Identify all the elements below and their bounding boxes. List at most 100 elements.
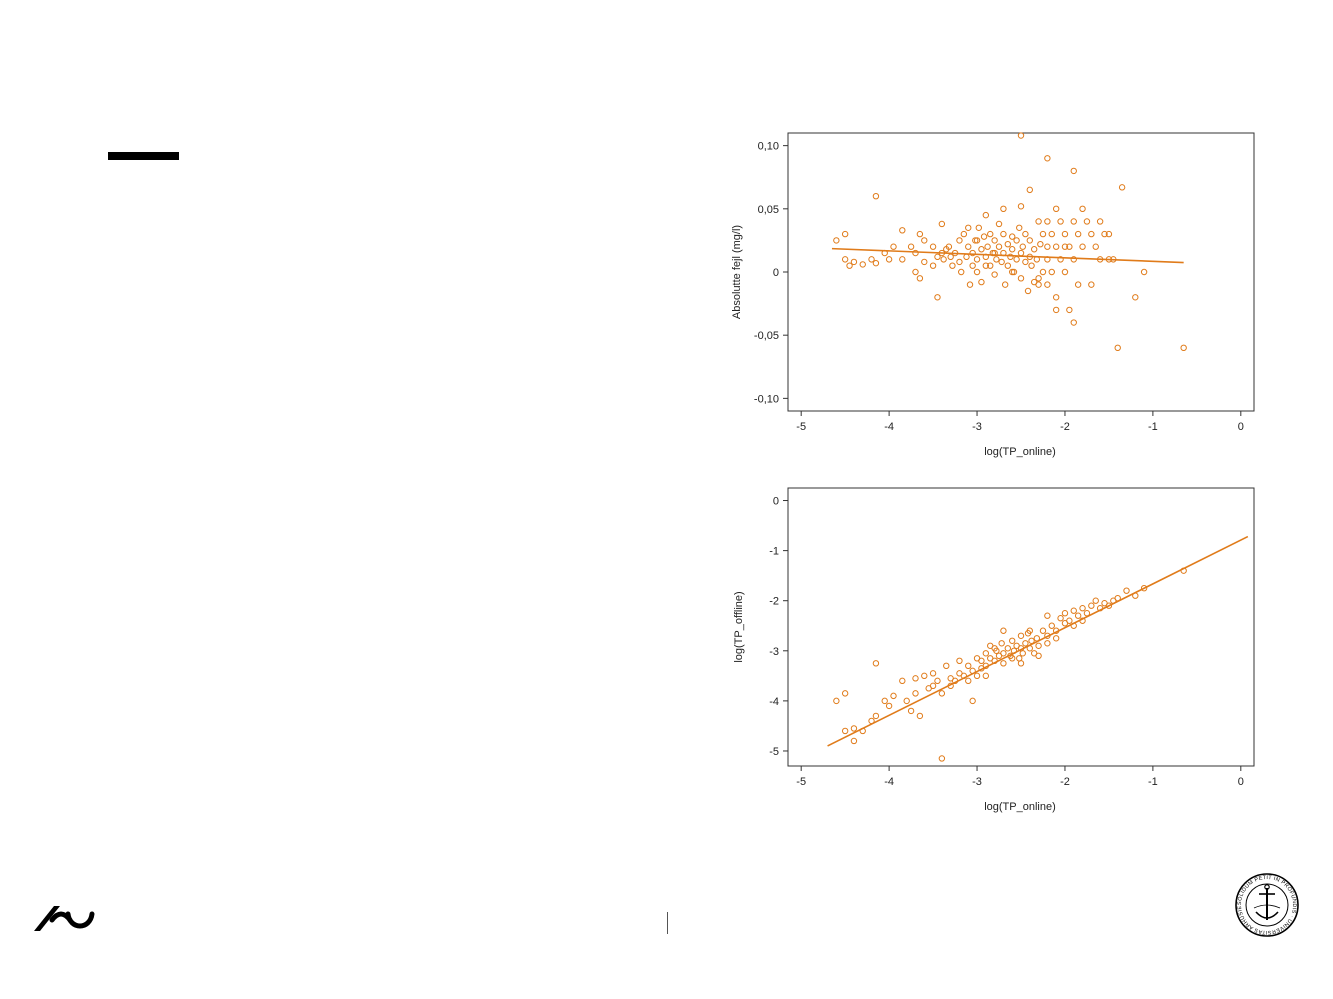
data-point	[947, 253, 954, 261]
data-point	[956, 258, 963, 266]
data-point	[1022, 640, 1029, 647]
chart1-xtick-label: 0	[1238, 421, 1244, 433]
data-point	[872, 712, 880, 720]
data-point	[945, 243, 953, 250]
data-point	[975, 224, 982, 231]
data-point	[1035, 652, 1042, 660]
data-point	[958, 268, 965, 276]
data-point	[921, 237, 928, 244]
data-point	[1013, 237, 1020, 244]
data-point	[1180, 344, 1187, 352]
data-point	[1039, 627, 1047, 634]
data-point	[1088, 230, 1095, 238]
data-point	[885, 702, 893, 710]
data-point	[1039, 268, 1047, 276]
data-point	[1061, 243, 1069, 250]
data-point	[1009, 246, 1016, 253]
data-point	[982, 650, 990, 657]
data-point	[1017, 249, 1025, 257]
chart1-xtick-label: -4	[884, 421, 894, 433]
chart1-y-axis: 0,10 0,05 0 -0,05 -0,10	[754, 141, 788, 405]
data-point	[1022, 230, 1029, 238]
data-point	[1105, 602, 1113, 609]
chart1-xtick-label: -5	[796, 421, 806, 433]
data-point	[1048, 230, 1055, 238]
university-seal-icon: SOLIDUM PETIT IN PROFUNDIS · UNIVERSITAS…	[1234, 872, 1299, 937]
data-point	[934, 294, 941, 301]
data-point	[850, 725, 858, 732]
data-point	[841, 230, 849, 238]
data-point	[1044, 612, 1051, 619]
data-point	[912, 690, 919, 697]
chart2-x-axis: -5 -4 -3 -2 -1 0	[796, 766, 1244, 788]
data-point	[956, 237, 963, 244]
data-point	[850, 737, 858, 745]
data-point	[1000, 627, 1007, 634]
data-point	[991, 645, 998, 652]
data-point	[1017, 203, 1025, 210]
data-point	[1019, 650, 1026, 657]
data-point	[1061, 610, 1069, 617]
data-point	[1010, 268, 1018, 276]
chart2-xtick-label: -2	[1060, 776, 1070, 788]
data-point	[1052, 294, 1060, 301]
data-point	[1019, 243, 1026, 250]
data-point	[916, 230, 924, 238]
chart2-xtick-label: -1	[1148, 776, 1158, 788]
data-point	[1035, 642, 1042, 649]
data-point	[1017, 275, 1025, 282]
data-point	[1066, 306, 1073, 314]
data-point	[1000, 230, 1007, 238]
data-point	[982, 262, 990, 269]
chart1-ytick-label: -0,05	[754, 330, 779, 342]
data-point	[1052, 243, 1060, 250]
data-point	[956, 657, 963, 665]
chart1-x-axis: -5 -4 -3 -2 -1 0	[796, 411, 1244, 433]
data-point	[1009, 268, 1016, 276]
data-point	[1048, 622, 1055, 629]
data-point	[912, 675, 919, 682]
data-point	[1035, 281, 1042, 288]
chart1-plot-frame	[787, 132, 1255, 412]
data-point	[1000, 650, 1007, 657]
chart1-points	[833, 132, 1187, 352]
data-point	[912, 249, 919, 257]
data-point	[1044, 281, 1051, 288]
data-point	[982, 672, 990, 680]
chart1-xlabel: log(TP_online)	[984, 446, 1056, 458]
data-point	[1052, 306, 1060, 314]
data-point	[921, 258, 928, 266]
data-point	[966, 281, 974, 288]
data-point	[998, 258, 1005, 266]
data-point	[1057, 256, 1064, 263]
data-point	[890, 243, 897, 250]
data-point	[1101, 230, 1108, 238]
data-point	[1024, 287, 1032, 295]
data-point	[940, 256, 947, 263]
data-point	[1007, 253, 1014, 261]
data-point	[1035, 275, 1042, 282]
data-point	[1070, 256, 1077, 263]
data-point	[960, 230, 968, 238]
data-point	[1039, 230, 1047, 238]
chart2-xtick-label: -5	[796, 776, 806, 788]
data-point	[969, 249, 976, 257]
data-point	[1079, 605, 1086, 612]
data-point	[885, 256, 893, 263]
chart2-ytick-label: -3	[769, 646, 779, 658]
data-point	[1070, 167, 1077, 175]
chart1-trend-line	[831, 247, 1184, 264]
data-point	[1114, 344, 1121, 352]
data-point	[1052, 205, 1060, 213]
data-point	[995, 243, 1003, 250]
data-point	[978, 278, 985, 286]
data-point	[938, 220, 946, 228]
data-point	[938, 690, 946, 697]
data-point	[872, 660, 880, 667]
data-point	[929, 262, 937, 269]
data-point	[841, 690, 849, 697]
data-point	[1017, 132, 1025, 139]
data-point	[987, 230, 994, 238]
data-point	[929, 682, 937, 690]
data-point	[973, 237, 981, 244]
